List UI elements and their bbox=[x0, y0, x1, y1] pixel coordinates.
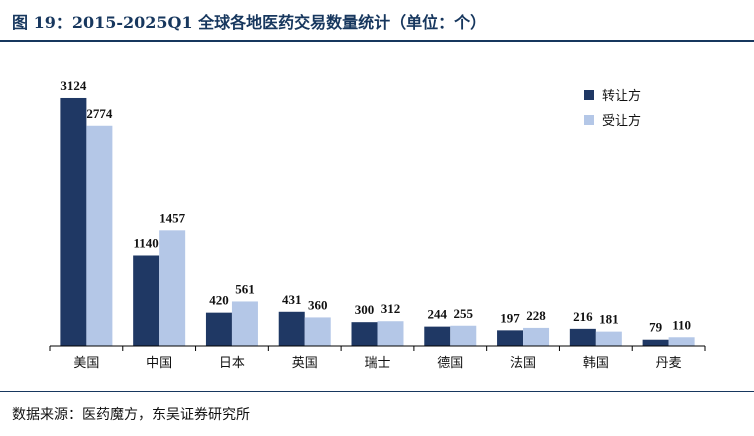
value-label-transferee-0: 2774 bbox=[86, 106, 113, 121]
value-label-transferor-2: 420 bbox=[209, 293, 229, 308]
bar-transferee-2 bbox=[231, 301, 258, 346]
bar-transferee-7 bbox=[595, 331, 622, 346]
value-label-transferor-7: 216 bbox=[573, 309, 593, 324]
bar-transferor-0 bbox=[60, 97, 87, 346]
bar-transferor-8 bbox=[642, 339, 669, 346]
value-label-transferee-6: 228 bbox=[526, 308, 546, 323]
category-label-7: 韩国 bbox=[583, 356, 609, 371]
category-label-5: 德国 bbox=[437, 356, 463, 371]
bar-transferee-0 bbox=[86, 125, 113, 346]
value-label-transferor-1: 1140 bbox=[134, 235, 159, 250]
category-label-group: 美国 中国 日本 英国 瑞士 德国 法国 韩国 丹麦 bbox=[73, 356, 681, 371]
legend-label-transferor: 转让方 bbox=[602, 89, 642, 104]
bar-transferee-3 bbox=[304, 317, 331, 346]
legend-label-transferee: 受让方 bbox=[602, 114, 642, 129]
value-label-transferee-1: 1457 bbox=[159, 210, 186, 225]
value-label-transferor-6: 197 bbox=[500, 310, 520, 325]
bar-transferee-1 bbox=[159, 230, 186, 346]
bar-transferor-6 bbox=[497, 330, 524, 346]
source-rule bbox=[0, 391, 754, 392]
bar-transferor-5 bbox=[424, 326, 451, 346]
category-label-0: 美国 bbox=[73, 356, 99, 371]
bar-transferor-2 bbox=[205, 312, 232, 346]
bar-transferor-7 bbox=[569, 328, 596, 346]
value-label-transferee-8: 110 bbox=[672, 317, 691, 332]
value-label-transferee-4: 312 bbox=[381, 301, 401, 316]
value-label-transferor-8: 79 bbox=[649, 320, 663, 335]
legend-item-transferor: 转让方 bbox=[584, 82, 641, 107]
category-label-1: 中国 bbox=[146, 356, 172, 371]
value-label-transferor-5: 244 bbox=[428, 307, 448, 322]
x-tick-group bbox=[49, 346, 706, 351]
bar-transferee-4 bbox=[377, 321, 404, 346]
category-label-8: 丹麦 bbox=[656, 356, 682, 371]
value-label-transferor-3: 431 bbox=[282, 292, 302, 307]
value-label-transferor-4: 300 bbox=[355, 302, 375, 317]
category-label-4: 瑞士 bbox=[364, 356, 390, 371]
value-label-transferee-5: 255 bbox=[454, 306, 474, 321]
bar-transferor-1 bbox=[133, 255, 160, 346]
category-label-2: 日本 bbox=[219, 356, 245, 371]
legend: 转让方 受让方 bbox=[584, 82, 641, 132]
legend-swatch-transferor bbox=[584, 89, 594, 100]
value-label-transferee-2: 561 bbox=[235, 281, 255, 296]
category-label-6: 法国 bbox=[510, 356, 536, 371]
value-label-transferee-3: 360 bbox=[308, 297, 328, 312]
title-rule bbox=[0, 40, 754, 42]
legend-swatch-transferee bbox=[584, 114, 594, 125]
bar-transferee-8 bbox=[668, 337, 695, 346]
bar-transferee-6 bbox=[523, 327, 550, 346]
source-note: 数据来源：医药魔方，东吴证券研究所 bbox=[12, 407, 250, 423]
value-label-transferor-0: 3124 bbox=[60, 78, 87, 93]
bar-transferor-4 bbox=[351, 322, 378, 346]
category-label-3: 英国 bbox=[292, 356, 318, 371]
bar-transferor-3 bbox=[278, 311, 305, 346]
legend-item-transferee: 受让方 bbox=[584, 107, 641, 132]
bar-transferee-5 bbox=[450, 325, 477, 346]
value-label-transferee-7: 181 bbox=[599, 312, 619, 327]
figure-title: 图 19：2015-2025Q1 全球各地医药交易数量统计（单位：个） bbox=[12, 13, 487, 32]
bar-group bbox=[60, 97, 695, 346]
